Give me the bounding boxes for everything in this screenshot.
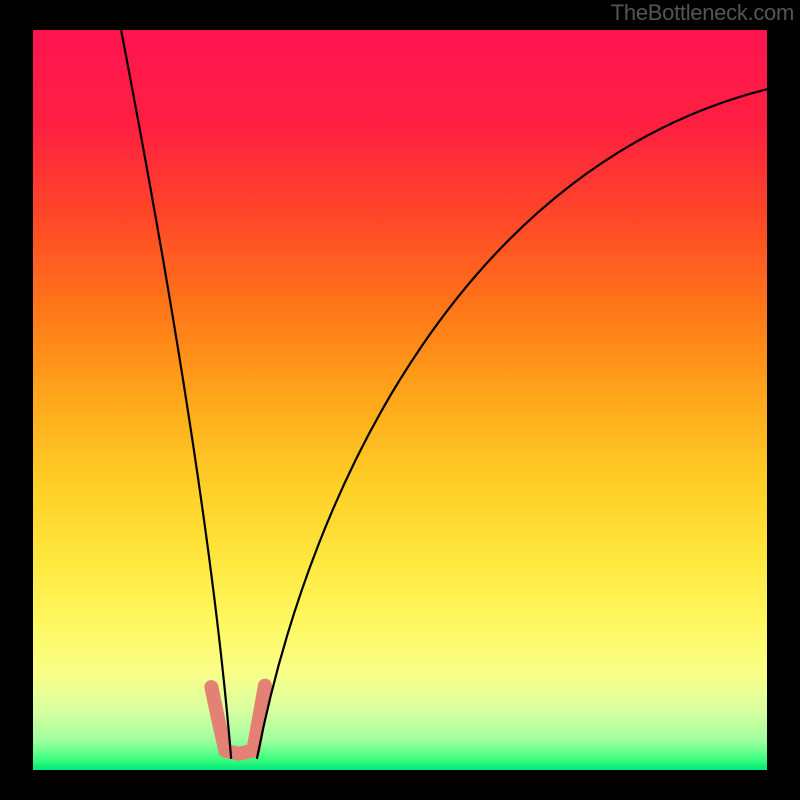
- plot-background: [33, 30, 767, 770]
- bottleneck-chart: [0, 0, 800, 800]
- watermark-text: TheBottleneck.com: [611, 0, 794, 26]
- chart-container: TheBottleneck.com: [0, 0, 800, 800]
